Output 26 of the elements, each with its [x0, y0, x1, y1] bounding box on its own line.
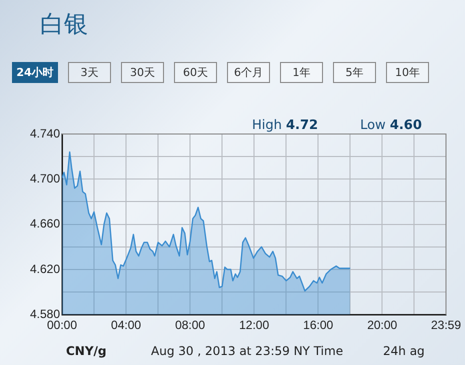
y-tick-label: 4.700 — [30, 171, 60, 186]
y-tick-label: 4.620 — [30, 262, 60, 276]
text: 24h ag — [383, 344, 425, 358]
x-tick-label: 23:59 — [430, 318, 462, 332]
x-tick-label: 04:00 — [111, 318, 142, 332]
x-tick-label: 12:00 — [239, 318, 270, 332]
text: CNY/g — [66, 344, 107, 358]
text: 3天 — [68, 62, 111, 83]
y-tick-label: 4.660 — [30, 216, 60, 231]
text: 60天 — [174, 62, 217, 83]
text: High 4.72 — [252, 118, 318, 133]
x-tick-label: 16:00 — [303, 318, 334, 332]
text: 24小时 — [12, 62, 58, 83]
text: 10年 — [386, 62, 429, 83]
x-tick-label: 08:00 — [175, 318, 206, 332]
x-axis-title: Aug 30 , 2013 at 23:59 NY Time — [151, 344, 344, 358]
y-tick-label: 4.580 — [30, 306, 60, 321]
text: 30天 — [121, 62, 164, 83]
y-tick-label: 4.740 — [30, 126, 60, 140]
text: 1年 — [280, 62, 323, 83]
text: 6个月 — [227, 62, 270, 83]
x-tick-label: 20:00 — [367, 318, 398, 332]
chart-title: 白银 — [40, 9, 88, 40]
text: Low 4.60 — [360, 118, 422, 133]
x-tick-label: 00:00 — [46, 318, 78, 332]
text: 5年 — [333, 62, 376, 83]
